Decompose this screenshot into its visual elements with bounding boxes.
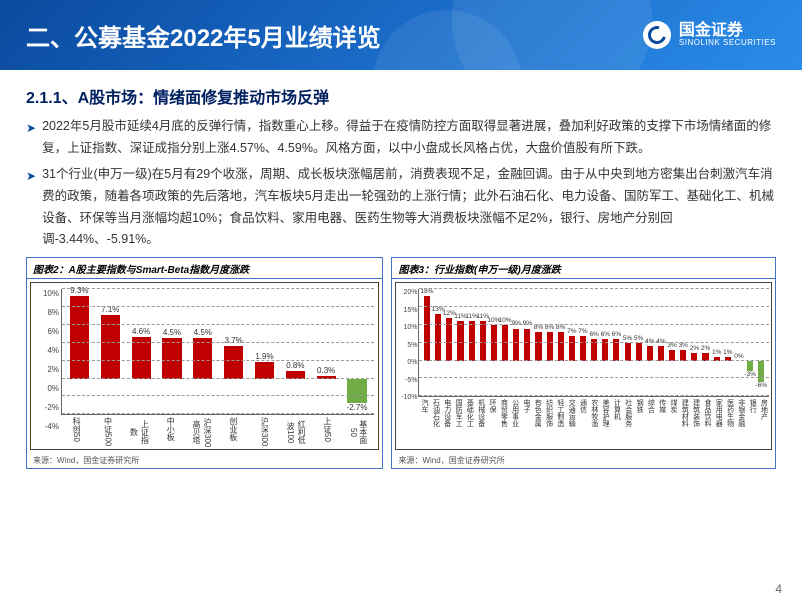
chart-left-body: 10%8%6%4%2%0%-2%-4% 9.3%7.1%4.6%4.5%4.5%…	[30, 282, 379, 450]
bar	[491, 325, 497, 361]
chart-right-box: 图表3：行业指数(申万一级)月度涨跌 20%15%10%5%0%-5%-10% …	[391, 257, 776, 469]
chart-left-plot: 9.3%7.1%4.6%4.5%4.5%3.7%1.9%0.8%0.3%-2.7…	[61, 289, 374, 415]
bullet-item: ➤ 31个行业(申万一级)在5月有29个收涨，周期、成长板块涨幅居前，消费表现不…	[26, 164, 776, 252]
chart-right-body: 20%15%10%5%0%-5%-10% 18%13%12%11%11%11%1…	[395, 282, 772, 450]
chart-left-box: 图表2：A股主要指数与Smart-Beta指数月度涨跌 10%8%6%4%2%0…	[26, 257, 383, 469]
bar	[224, 346, 243, 379]
chart-right-title: 图表3：行业指数(申万一级)月度涨跌	[392, 258, 775, 279]
bar	[580, 336, 586, 361]
bullet-item: ➤ 2022年5月股市延续4月底的反弹行情，指数重心上移。得益于在疫情防控方面取…	[26, 116, 776, 160]
bar	[625, 343, 631, 361]
page-number: 4	[775, 582, 782, 596]
bar	[658, 346, 664, 360]
bar	[513, 329, 519, 361]
chart-right-source: 来源：Wind，国金证券研究所	[392, 453, 775, 468]
company-logo: 国金证券 SINOLINK SECURITIES	[643, 21, 776, 49]
logo-en: SINOLINK SECURITIES	[679, 39, 776, 48]
bar	[547, 332, 553, 361]
bar	[70, 296, 89, 379]
charts-row: 图表2：A股主要指数与Smart-Beta指数月度涨跌 10%8%6%4%2%0…	[26, 257, 776, 469]
bar	[558, 332, 564, 361]
bar	[647, 346, 653, 360]
bar	[758, 361, 764, 382]
chart-left-yaxis: 10%8%6%4%2%0%-2%-4%	[33, 289, 59, 431]
bar	[132, 337, 151, 378]
bar	[255, 362, 274, 379]
slide-content: 2.1.1、A股市场：情绪面修复推动市场反弹 ➤ 2022年5月股市延续4月底的…	[0, 70, 802, 475]
bullet-marker-icon: ➤	[26, 116, 36, 139]
bar	[435, 314, 441, 360]
slide-title: 二、公募基金2022年5月业绩详览	[26, 18, 381, 53]
logo-cn: 国金证券	[679, 22, 776, 40]
chart-right-yaxis: 20%15%10%5%0%-5%-10%	[397, 289, 417, 401]
bullet-text: 2022年5月股市延续4月底的反弹行情，指数重心上移。得益于在疫情防控方面取得显…	[42, 116, 776, 160]
bar	[535, 332, 541, 361]
bar	[162, 338, 181, 378]
bullet-text: 31个行业(申万一级)在5月有29个收涨，周期、成长板块涨幅居前，消费表现不足，…	[42, 164, 776, 252]
bar	[569, 336, 575, 361]
bar	[347, 379, 366, 403]
chart-right-plot: 18%13%12%11%11%11%10%10%9%9%8%8%8%7%7%6%…	[418, 289, 769, 397]
bullet-marker-icon: ➤	[26, 164, 36, 187]
chart-left-source: 来源：Wind，国金证券研究所	[27, 453, 382, 468]
logo-icon	[643, 21, 671, 49]
bar	[747, 361, 753, 372]
bar	[524, 329, 530, 361]
chart-left-title: 图表2：A股主要指数与Smart-Beta指数月度涨跌	[27, 258, 382, 279]
bar	[193, 338, 212, 378]
chart-left-xlabels: 科创50中证500上证指数中小板沪深300高贝塔创业板沪深300红利低波100上…	[61, 417, 374, 447]
chart-right-xlabels: 汽车石油石化电力设备国防军工基础化工机械设备环保商贸零售公用事业电子有色金属纺织…	[418, 399, 769, 443]
slide-header: 二、公募基金2022年5月业绩详览 国金证券 SINOLINK SECURITI…	[0, 0, 802, 70]
bar	[636, 343, 642, 361]
bar	[502, 325, 508, 361]
section-heading: 2.1.1、A股市场：情绪面修复推动市场反弹	[26, 84, 776, 108]
